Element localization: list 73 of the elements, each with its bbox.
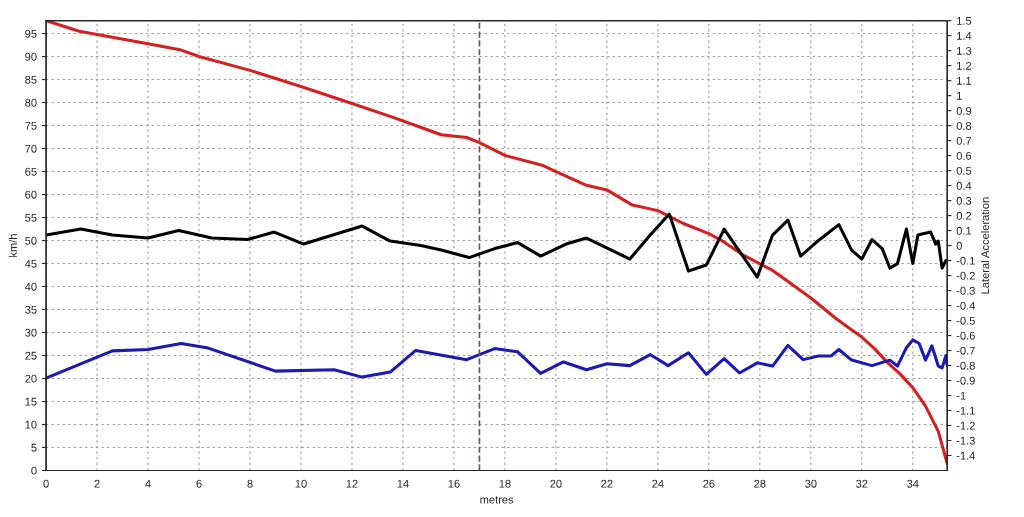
y2-tick-label: 1: [957, 92, 962, 100]
y2-tick-label: 0.9: [956, 106, 972, 115]
x-tick-label: 16: [448, 479, 460, 488]
y-tick-label: 70: [25, 144, 37, 153]
x-tick-label: 32: [856, 479, 868, 488]
line-series: [46, 338, 948, 380]
y2-tick-label: -1.2: [956, 421, 975, 430]
x-tick-label: 8: [247, 479, 253, 488]
y-tick-label: 90: [25, 52, 37, 61]
x-tick-label: 18: [499, 479, 511, 488]
y2-tick-label: -0.8: [956, 361, 975, 370]
y-tick-label: 75: [25, 121, 37, 130]
y-tick-label: 80: [25, 98, 37, 107]
y-tick-label: 5: [31, 443, 37, 452]
y2-tick-label: 0.1: [956, 226, 972, 235]
y-tick-label: 35: [25, 305, 37, 314]
y-tick-label: 60: [25, 190, 37, 199]
y2-tick-label: -0.7: [956, 346, 975, 355]
y2-tick-label: -0.4: [956, 301, 976, 310]
y2-tick-label: -0.1: [956, 256, 975, 265]
x-tick-label: 14: [397, 479, 409, 488]
x-tick-label: 22: [601, 479, 613, 488]
y2-tick-label: 0.2: [956, 211, 972, 220]
line-series: [46, 212, 948, 279]
y2-tick-label: -1.4: [956, 451, 976, 460]
x-tick-label: 30: [805, 479, 817, 488]
y-tick-label: 15: [25, 397, 37, 406]
y-tick-label: 55: [25, 213, 37, 222]
x-tick-label: 4: [145, 479, 151, 488]
y2-tick-label: -1.1: [956, 406, 975, 415]
x-tick-label: 24: [652, 479, 664, 488]
y2-tick-label: -1.3: [956, 436, 975, 445]
x-tick-label: 2: [94, 479, 100, 488]
y2-tick-label: 0.8: [956, 121, 972, 130]
y2-tick-label: 1.5: [957, 17, 972, 25]
y2-tick-label: 0.4: [956, 181, 972, 190]
x-tick-label: 12: [346, 479, 358, 488]
y-axis-title: km/h: [8, 234, 17, 257]
y-tick-label: 95: [25, 29, 37, 38]
y2-tick-label: -0.5: [956, 316, 975, 325]
y-tick-label: 50: [25, 236, 37, 245]
x-tick-label: 28: [754, 479, 766, 488]
y-tick-label: 25: [25, 351, 37, 360]
y2-tick-label: -1: [956, 391, 966, 400]
y2-tick-label: 0.6: [956, 151, 972, 160]
y-tick-label: 30: [25, 328, 37, 337]
y2-tick-label: 1.4: [957, 32, 972, 40]
y2-tick-label: 0.7: [956, 136, 972, 145]
x-tick-label: 6: [196, 479, 202, 488]
y2-tick-label: -0.3: [956, 286, 975, 295]
x-tick-label: 20: [550, 479, 562, 488]
y2-tick-label: -0.6: [956, 331, 975, 340]
y-tick-label: 40: [24, 282, 37, 291]
y-tick-label: 85: [25, 75, 37, 84]
x-tick-label: 34: [907, 479, 919, 488]
x-tick-label: 0: [43, 479, 49, 488]
y2-tick-label: 0: [956, 241, 962, 250]
y-tick-label: 20: [25, 374, 37, 383]
y-tick-label: 65: [25, 167, 37, 176]
y2-tick-label: 0.3: [956, 196, 972, 205]
y-tick-label: 45: [24, 259, 37, 268]
y2-axis-title: Lateral Acceleration: [980, 197, 990, 294]
y2-tick-label: -0.2: [956, 271, 975, 280]
x-axis-title: metres: [480, 496, 514, 504]
y-tick-label: 0: [31, 466, 37, 475]
y2-tick-label: 1.1: [957, 77, 972, 85]
y2-tick-label: 1.3: [957, 46, 972, 55]
x-tick-label: 10: [295, 479, 307, 488]
y2-tick-label: 0.5: [956, 166, 972, 175]
y2-tick-label: -0.9: [956, 376, 975, 385]
x-tick-label: 26: [703, 479, 715, 488]
y-tick-label: 10: [25, 420, 37, 429]
y2-tick-label: 1.2: [957, 61, 972, 70]
